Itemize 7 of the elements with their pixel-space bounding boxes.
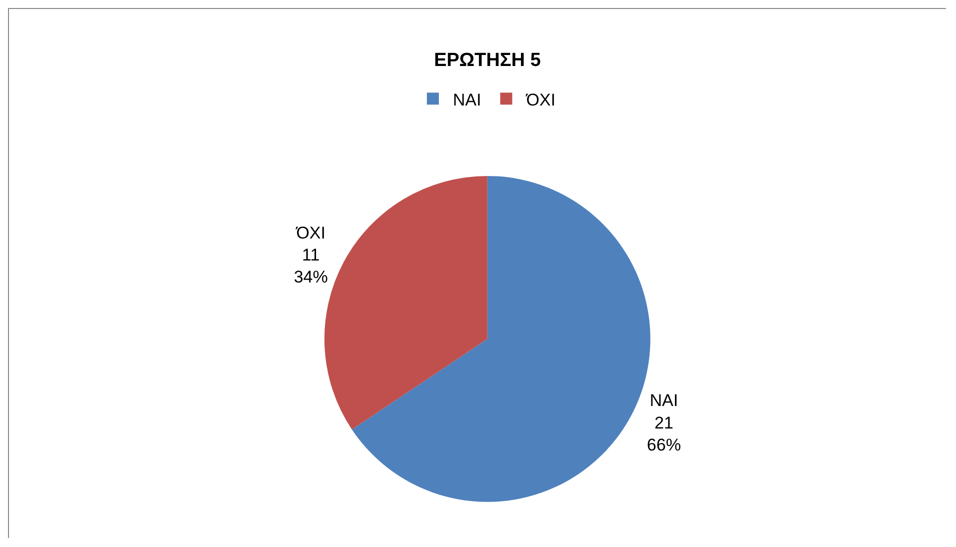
slice-label: ΝΑΙ (650, 391, 678, 410)
chart-title: ΕΡΩΤΗΣΗ 5 (434, 50, 542, 71)
legend-label: ΌΧΙ (525, 90, 556, 110)
slice-label: ΌΧΙ (295, 223, 326, 242)
legend-label: ΝΑΙ (452, 90, 482, 110)
data-label: 11 34% (294, 246, 328, 287)
data-label: 21 66% (646, 413, 681, 454)
